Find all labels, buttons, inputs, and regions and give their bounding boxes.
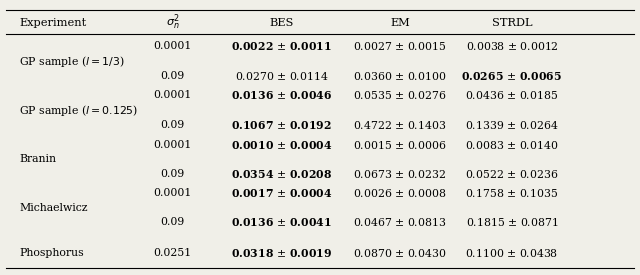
Text: 0.0010 $\pm$ 0.0004: 0.0010 $\pm$ 0.0004 <box>231 139 332 151</box>
Text: 0.09: 0.09 <box>161 71 185 81</box>
Text: 0.0136 $\pm$ 0.0046: 0.0136 $\pm$ 0.0046 <box>231 89 332 101</box>
Text: 0.0001: 0.0001 <box>154 90 192 100</box>
Text: 0.0136 $\pm$ 0.0041: 0.0136 $\pm$ 0.0041 <box>231 216 332 228</box>
Text: 0.0251: 0.0251 <box>154 248 192 258</box>
Text: EM: EM <box>390 18 410 28</box>
Text: 0.0015 $\pm$ 0.0006: 0.0015 $\pm$ 0.0006 <box>353 139 447 151</box>
Text: 0.0038 $\pm$ 0.0012: 0.0038 $\pm$ 0.0012 <box>465 40 559 53</box>
Text: 0.1067 $\pm$ 0.0192: 0.1067 $\pm$ 0.0192 <box>231 119 332 131</box>
Text: GP sample ($l = 1/3$): GP sample ($l = 1/3$) <box>19 54 125 68</box>
Text: BES: BES <box>269 18 294 28</box>
Text: 0.0870 $\pm$ 0.0430: 0.0870 $\pm$ 0.0430 <box>353 247 447 259</box>
Text: 0.0354 $\pm$ 0.0208: 0.0354 $\pm$ 0.0208 <box>231 168 332 180</box>
Text: Branin: Branin <box>19 155 56 164</box>
Text: 0.0270 $\pm$ 0.0114: 0.0270 $\pm$ 0.0114 <box>235 70 328 82</box>
Text: 0.1339 $\pm$ 0.0264: 0.1339 $\pm$ 0.0264 <box>465 119 559 131</box>
Text: 0.0265 $\pm$ 0.0065: 0.0265 $\pm$ 0.0065 <box>461 70 563 82</box>
Text: 0.0467 $\pm$ 0.0813: 0.0467 $\pm$ 0.0813 <box>353 216 447 228</box>
Text: STRDL: STRDL <box>492 18 532 28</box>
Text: Phosphorus: Phosphorus <box>19 248 84 258</box>
Text: 0.1100 $\pm$ 0.0438: 0.1100 $\pm$ 0.0438 <box>465 247 559 259</box>
Text: Experiment: Experiment <box>19 18 86 28</box>
Text: Michaelwicz: Michaelwicz <box>19 203 88 213</box>
Text: 0.0360 $\pm$ 0.0100: 0.0360 $\pm$ 0.0100 <box>353 70 447 82</box>
Text: 0.4722 $\pm$ 0.1403: 0.4722 $\pm$ 0.1403 <box>353 119 447 131</box>
Text: 0.0027 $\pm$ 0.0015: 0.0027 $\pm$ 0.0015 <box>353 40 447 53</box>
Text: 0.0001: 0.0001 <box>154 140 192 150</box>
Text: 0.0017 $\pm$ 0.0004: 0.0017 $\pm$ 0.0004 <box>231 187 332 199</box>
Text: 0.1815 $\pm$ 0.0871: 0.1815 $\pm$ 0.0871 <box>466 216 558 228</box>
Text: 0.0001: 0.0001 <box>154 42 192 51</box>
Text: 0.0318 $\pm$ 0.0019: 0.0318 $\pm$ 0.0019 <box>231 247 332 259</box>
Text: 0.0436 $\pm$ 0.0185: 0.0436 $\pm$ 0.0185 <box>465 89 559 101</box>
Text: 0.0522 $\pm$ 0.0236: 0.0522 $\pm$ 0.0236 <box>465 168 559 180</box>
Text: 0.09: 0.09 <box>161 169 185 179</box>
Text: 0.09: 0.09 <box>161 120 185 130</box>
Text: 0.09: 0.09 <box>161 217 185 227</box>
Text: 0.0022 $\pm$ 0.0011: 0.0022 $\pm$ 0.0011 <box>231 40 332 53</box>
Text: GP sample ($l = 0.125$): GP sample ($l = 0.125$) <box>19 103 138 117</box>
Text: 0.0673 $\pm$ 0.0232: 0.0673 $\pm$ 0.0232 <box>353 168 447 180</box>
Text: 0.0083 $\pm$ 0.0140: 0.0083 $\pm$ 0.0140 <box>465 139 559 151</box>
Text: $\sigma_n^2$: $\sigma_n^2$ <box>166 13 180 32</box>
Text: 0.0535 $\pm$ 0.0276: 0.0535 $\pm$ 0.0276 <box>353 89 447 101</box>
Text: 0.0026 $\pm$ 0.0008: 0.0026 $\pm$ 0.0008 <box>353 187 447 199</box>
Text: 0.1758 $\pm$ 0.1035: 0.1758 $\pm$ 0.1035 <box>465 187 559 199</box>
Text: 0.0001: 0.0001 <box>154 188 192 198</box>
